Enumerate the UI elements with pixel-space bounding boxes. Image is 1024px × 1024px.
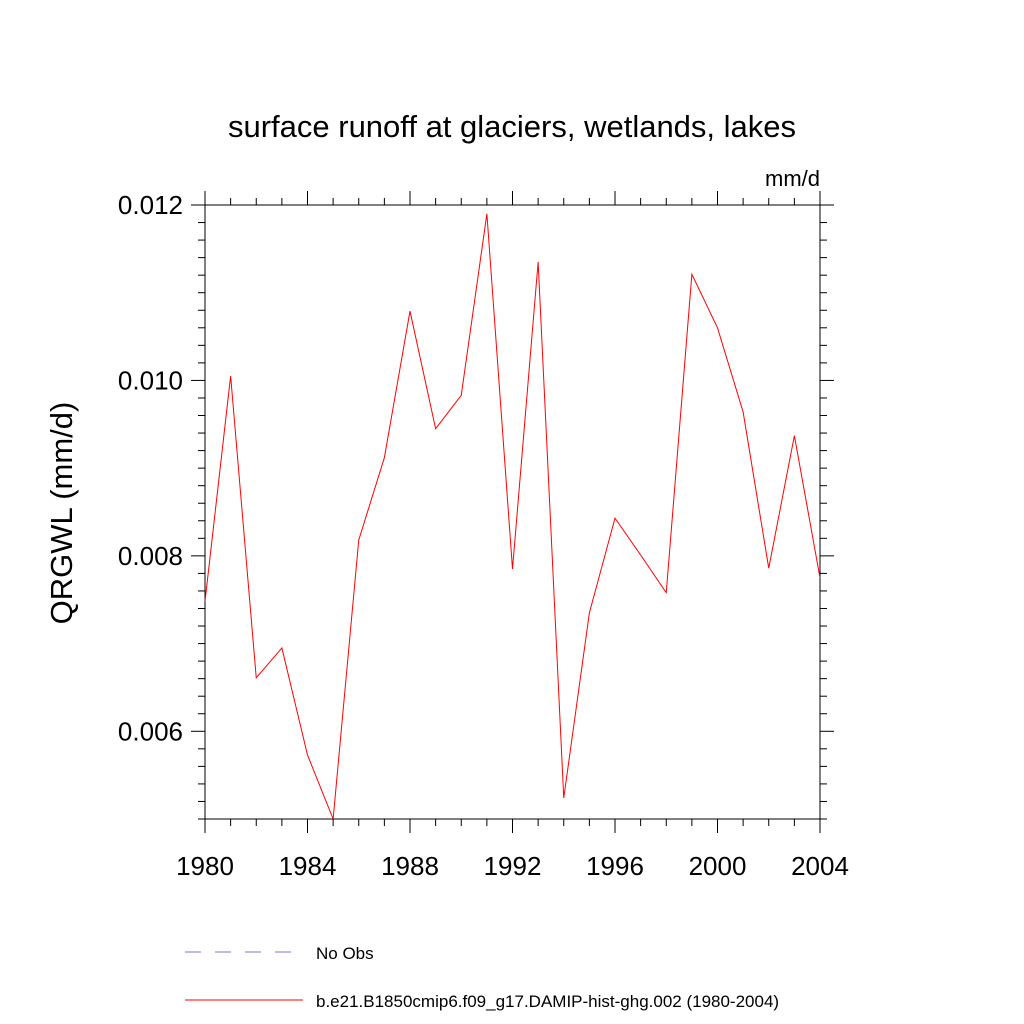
- y-tick-label: 0.008: [118, 541, 183, 571]
- axis-ticks: [191, 191, 834, 833]
- y-tick-label: 0.006: [118, 716, 183, 746]
- units-label: mm/d: [765, 166, 820, 191]
- x-tick-label: 1980: [176, 851, 234, 881]
- y-axis-label: QRGWL (mm/d): [44, 402, 79, 625]
- x-tick-labels: 1980 1984 1988 1992 1996 2000 2004: [176, 851, 849, 881]
- x-tick-label: 1984: [279, 851, 337, 881]
- legend-label: b.e21.B1850cmip6.f09_g17.DAMIP-hist-ghg.…: [316, 992, 779, 1011]
- x-tick-label: 1996: [586, 851, 644, 881]
- y-tick-label: 0.010: [118, 365, 183, 395]
- series-layer: [204, 213, 821, 820]
- plot-frame: [204, 204, 821, 820]
- y-tick-labels: 0.006 0.008 0.010 0.012: [118, 190, 183, 746]
- x-tick-label: 1992: [484, 851, 542, 881]
- x-tick-label: 2004: [791, 851, 849, 881]
- x-tick-label: 2000: [689, 851, 747, 881]
- chart-title: surface runoff at glaciers, wetlands, la…: [228, 109, 796, 144]
- legend-label: No Obs: [316, 944, 374, 963]
- y-tick-label: 0.012: [118, 190, 183, 220]
- series-line: [204, 213, 821, 820]
- legend: No Obs b.e21.B1850cmip6.f09_g17.DAMIP-his…: [185, 944, 779, 1011]
- x-tick-label: 1988: [381, 851, 439, 881]
